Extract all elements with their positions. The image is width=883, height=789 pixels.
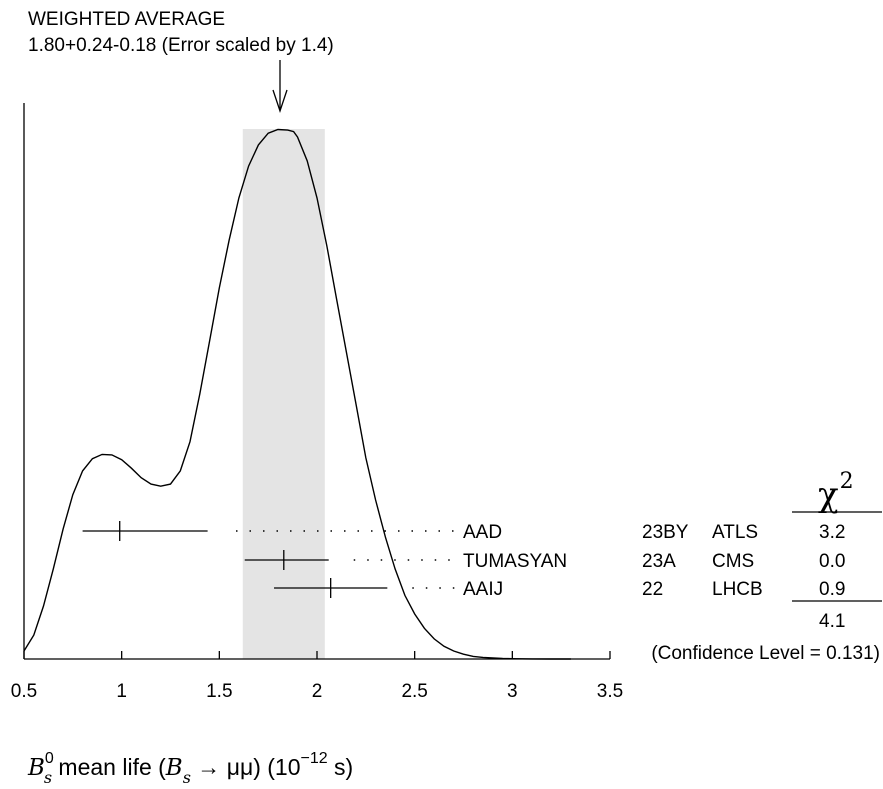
measurement-ref: 23BY xyxy=(642,522,689,543)
x-axis-label-b: B xyxy=(27,755,45,781)
measurement-chi2: 0.9 xyxy=(819,579,845,600)
x-axis-label-unit: s) xyxy=(328,754,354,780)
chi2-symbol: χ xyxy=(818,475,839,515)
ideogram-curve xyxy=(23,128,571,660)
measurement-author: TUMASYAN xyxy=(463,551,567,572)
measurement-author: AAIJ xyxy=(463,579,503,600)
chi2-superscript: 2 xyxy=(840,469,854,494)
weighted-average-arrow xyxy=(272,60,288,114)
measurement-author: AAD xyxy=(463,522,502,543)
x-axis-label-b-sub: s xyxy=(44,768,52,787)
chi2-total: 4.1 xyxy=(819,611,845,632)
chi2-header: χ2 xyxy=(818,469,854,515)
x-axis-label-bs: B xyxy=(165,755,183,781)
measurement-experiment: CMS xyxy=(712,551,754,572)
chart-title: WEIGHTED AVERAGE xyxy=(28,9,225,30)
measurement-ref: 22 xyxy=(642,579,663,600)
x-axis-label-decay: → μμ) (10 xyxy=(191,754,301,780)
x-axis-label-b-sup: 0 xyxy=(45,750,54,767)
confidence-level: (Confidence Level = 0.131) xyxy=(651,643,880,664)
measurement-chi2: 3.2 xyxy=(819,522,845,543)
x-tick-label: 1 xyxy=(116,681,127,702)
x-tick-label: 1.5 xyxy=(206,681,232,702)
x-axis-label-exp: −12 xyxy=(301,750,328,767)
chart-subtitle: 1.80+0.24-0.18 (Error scaled by 1.4) xyxy=(28,35,334,56)
weighted-average-band xyxy=(242,129,325,659)
x-axis-label-mean-life: mean life ( xyxy=(52,754,166,780)
measurement-ref: 23A xyxy=(642,551,676,572)
x-tick-label: 2.5 xyxy=(401,681,427,702)
x-tick-label: 3 xyxy=(507,681,518,702)
x-tick-label: 3.5 xyxy=(597,681,623,702)
x-tick-label: 2 xyxy=(312,681,323,702)
measurement-experiment: LHCB xyxy=(712,579,763,600)
measurement-experiment: ATLS xyxy=(712,522,758,543)
x-axis-label-bs-sub: s xyxy=(183,768,191,787)
measurement-chi2: 0.0 xyxy=(819,551,845,572)
x-axis-label: B0 s mean life (Bs → μμ) (10−12 s) xyxy=(27,750,353,787)
x-tick-label: 0.5 xyxy=(11,681,37,702)
